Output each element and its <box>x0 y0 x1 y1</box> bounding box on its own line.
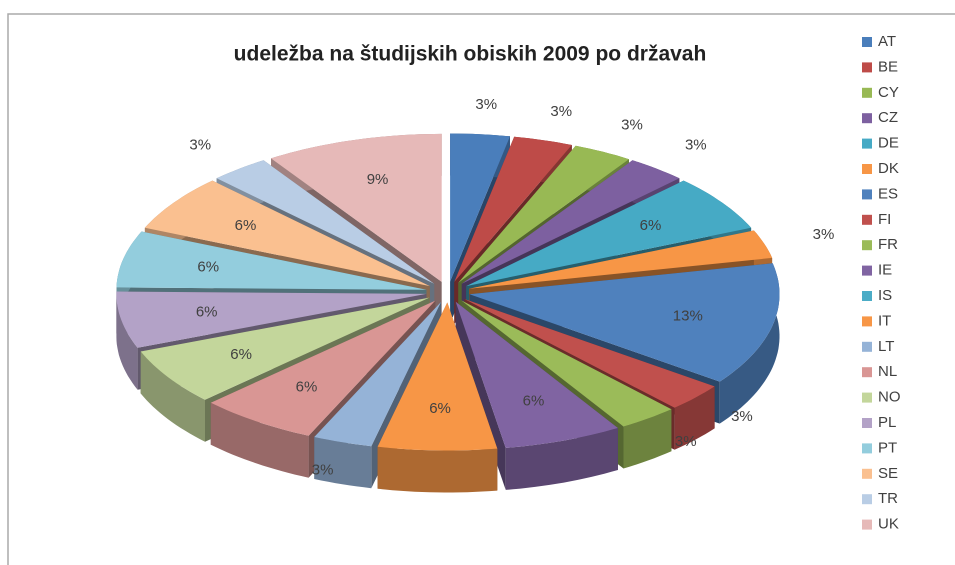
slice <box>469 230 773 289</box>
data-label: 6% <box>523 393 545 410</box>
slice <box>216 160 435 284</box>
data-label: 3% <box>685 137 707 154</box>
data-label: 6% <box>197 259 219 276</box>
data-label: 6% <box>196 304 218 321</box>
slice-side <box>314 437 372 489</box>
slice-side <box>719 263 780 424</box>
legend-swatch <box>862 341 872 352</box>
data-label: 3% <box>675 433 697 450</box>
legend-label: DK <box>878 160 899 177</box>
slice <box>461 300 672 427</box>
legend-swatch <box>862 164 872 174</box>
legend-swatch <box>862 37 872 47</box>
slice-side <box>377 446 498 493</box>
legend-swatch <box>862 87 872 98</box>
slice <box>464 299 715 408</box>
data-label: 3% <box>621 117 643 134</box>
data-label: 6% <box>235 217 257 234</box>
slice <box>116 231 427 290</box>
slice <box>466 180 752 287</box>
data-label: 3% <box>731 408 753 425</box>
legend-label: SE <box>878 465 898 482</box>
slice <box>377 302 498 451</box>
data-label: 6% <box>230 346 252 363</box>
legend-label: AT <box>878 33 896 50</box>
slice <box>458 145 629 283</box>
legend-swatch <box>862 113 872 124</box>
legend-swatch <box>862 494 872 505</box>
legend-label: DE <box>878 135 899 152</box>
legend-swatch <box>862 392 872 403</box>
legend-swatch <box>862 291 872 301</box>
slice-side <box>140 351 205 442</box>
data-label: 3% <box>550 103 572 120</box>
data-label: 9% <box>367 171 389 188</box>
legend-swatch <box>862 367 872 378</box>
legend-label: LT <box>878 338 894 355</box>
slice-side <box>210 402 309 478</box>
legend-label: IS <box>878 287 892 304</box>
legend-label: CY <box>878 84 899 101</box>
slice-side <box>623 409 672 469</box>
slice-side <box>116 291 138 390</box>
legend-swatch <box>862 443 872 454</box>
legend-label: ES <box>878 185 898 202</box>
data-label: 6% <box>296 379 318 396</box>
slice <box>116 291 427 348</box>
slice <box>314 302 441 447</box>
data-label: 3% <box>189 137 211 154</box>
legend-label: TR <box>878 490 898 507</box>
legend-swatch <box>862 519 872 530</box>
slice <box>210 300 436 436</box>
data-label: 3% <box>813 226 835 243</box>
legend-label: FR <box>878 236 898 253</box>
slice <box>140 297 430 400</box>
data-label: 3% <box>312 461 334 478</box>
slice-side <box>674 386 715 450</box>
legend-swatch <box>862 468 872 479</box>
legend-swatch <box>862 265 872 276</box>
slice <box>461 160 680 284</box>
legend-swatch <box>862 189 872 200</box>
legend-label: NL <box>878 363 897 380</box>
legend-label: BE <box>878 58 898 75</box>
data-label: 13% <box>673 307 703 324</box>
slice <box>469 263 780 382</box>
data-label: 3% <box>475 96 497 113</box>
frame <box>7 13 955 565</box>
legend-label: CZ <box>878 109 898 126</box>
legend-swatch <box>862 418 872 428</box>
legend-swatch <box>862 316 872 327</box>
slice-side <box>505 428 618 490</box>
legend-label: PT <box>878 439 897 456</box>
legend-label: UK <box>878 516 899 533</box>
slice <box>271 133 442 282</box>
legend-swatch <box>862 240 872 251</box>
slice <box>450 133 510 282</box>
slice <box>455 301 618 448</box>
chart-title: udeležba na študijskih obiskih 2009 po d… <box>234 43 707 66</box>
slice <box>454 136 572 282</box>
legend-label: IT <box>878 312 891 329</box>
data-label: 6% <box>640 217 662 234</box>
legend-label: NO <box>878 389 901 406</box>
legend-label: IE <box>878 262 892 279</box>
slice <box>144 180 430 287</box>
legend-swatch <box>862 138 872 149</box>
legend-swatch <box>862 62 872 73</box>
legend-label: PL <box>878 414 896 431</box>
data-label: 6% <box>429 400 451 417</box>
legend-label: FI <box>878 211 891 228</box>
legend-swatch <box>862 214 872 225</box>
